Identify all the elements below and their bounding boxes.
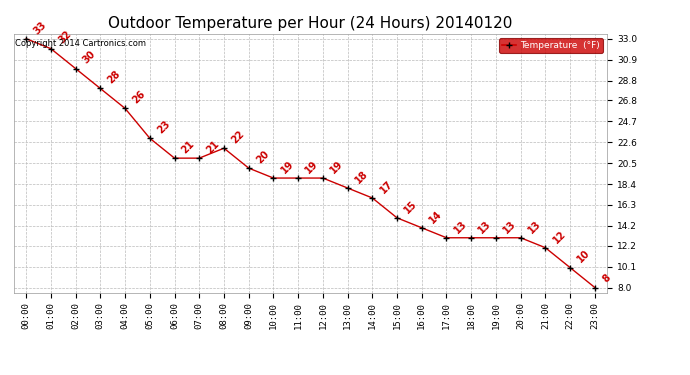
Text: 12: 12: [551, 228, 568, 245]
Text: 13: 13: [477, 218, 493, 235]
Text: 15: 15: [402, 198, 420, 215]
Text: 8: 8: [600, 273, 612, 285]
Text: 32: 32: [57, 29, 73, 46]
Text: 19: 19: [304, 159, 320, 175]
Text: 19: 19: [279, 159, 295, 175]
Text: 10: 10: [575, 248, 592, 265]
Text: 14: 14: [427, 209, 444, 225]
Text: 22: 22: [230, 129, 246, 146]
Text: 13: 13: [452, 218, 469, 235]
Text: 13: 13: [502, 218, 518, 235]
Text: 23: 23: [155, 119, 172, 135]
Text: 21: 21: [205, 139, 221, 155]
Text: 17: 17: [378, 178, 395, 195]
Text: 30: 30: [81, 49, 98, 66]
Text: 20: 20: [254, 149, 271, 165]
Legend: Temperature  (°F): Temperature (°F): [500, 38, 602, 53]
Text: 19: 19: [328, 159, 345, 175]
Text: 21: 21: [180, 139, 197, 155]
Text: 26: 26: [130, 89, 147, 106]
Text: 33: 33: [32, 20, 48, 36]
Text: Copyright 2014 Cartronics.com: Copyright 2014 Cartronics.com: [15, 39, 146, 48]
Text: 18: 18: [353, 168, 370, 185]
Title: Outdoor Temperature per Hour (24 Hours) 20140120: Outdoor Temperature per Hour (24 Hours) …: [108, 16, 513, 31]
Text: 13: 13: [526, 218, 543, 235]
Text: 28: 28: [106, 69, 123, 86]
